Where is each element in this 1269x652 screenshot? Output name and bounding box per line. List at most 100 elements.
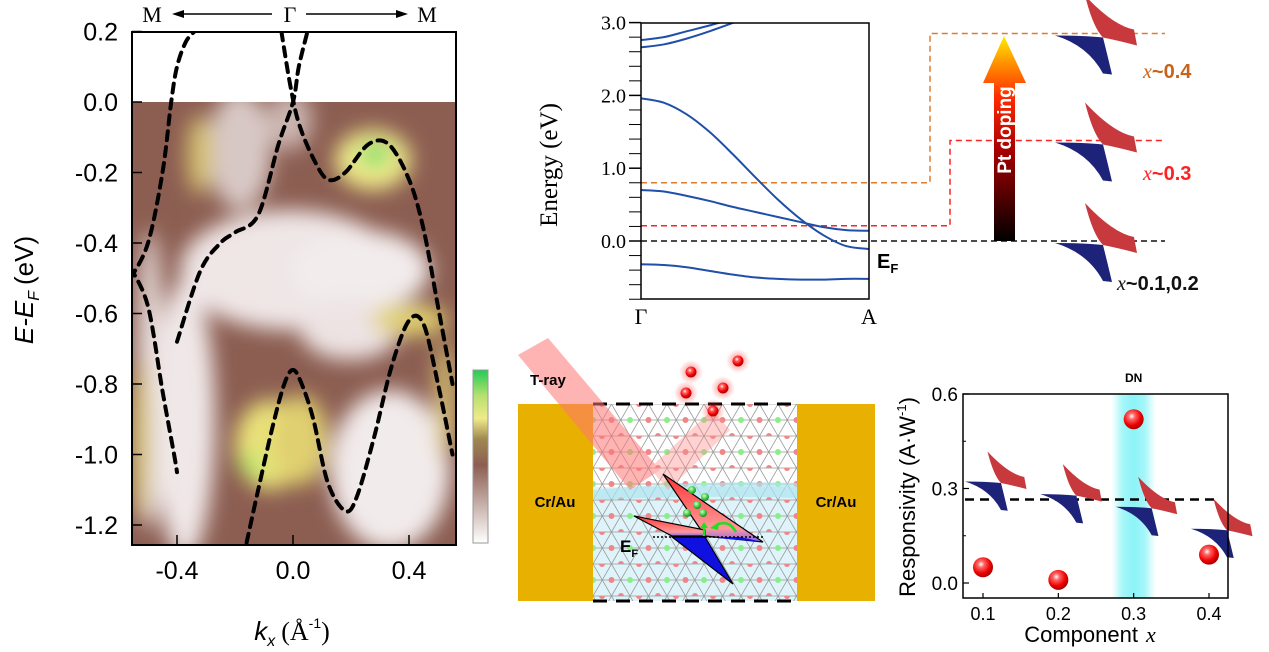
y-tick-label: -1.0 xyxy=(75,442,118,470)
data-point xyxy=(973,557,993,578)
fermi-level-label: EF xyxy=(877,251,898,276)
x-tick-label: 0.4 xyxy=(1196,604,1221,624)
resp-y-label: Responsivity (A·W-1) xyxy=(894,397,920,597)
right-contact xyxy=(797,404,875,601)
composition-label: x~0.1,0.2 xyxy=(1116,273,1199,295)
device-fermi-label: EF xyxy=(620,537,638,560)
x-tick-label: 0.0 xyxy=(276,557,311,585)
cone-lower-blue xyxy=(1115,506,1159,536)
composition-labels: x~0.4 x~0.3 x~0.1,0.2 xyxy=(1116,61,1199,295)
cone-lower-blue xyxy=(1055,243,1112,282)
colorbar xyxy=(472,369,489,544)
x-tick-label: 0.1 xyxy=(970,604,995,624)
label-gamma: Γ xyxy=(284,2,297,27)
resp-y-ticks: 0.0 0.3 0.6 xyxy=(932,385,969,595)
cone-lower-blue xyxy=(1191,528,1234,559)
cone-upper-red xyxy=(1213,498,1253,537)
y-tick-label: 0.0 xyxy=(601,231,626,253)
y-tick-label: -0.2 xyxy=(75,160,118,188)
doping-levels xyxy=(641,32,1165,242)
responsivity-panel: DN 0.0 0.3 0.6 0.1 0.2 0.3 0.4 Component x Res… xyxy=(894,371,1253,647)
cone-upper-red xyxy=(1086,0,1137,46)
x-tick-label: -0.4 xyxy=(155,557,198,585)
arpes-x-label: kx (Å-1) xyxy=(254,615,330,650)
electron xyxy=(717,382,729,394)
x-0.3-level xyxy=(641,139,1165,227)
cone-upper-red xyxy=(987,451,1027,490)
right-contact-label: Cr/Au xyxy=(816,494,857,511)
band-band-d xyxy=(641,189,869,232)
resp-cone-2 xyxy=(1115,476,1178,536)
data-point xyxy=(1048,569,1069,590)
composition-label: x~0.4 xyxy=(1142,61,1192,83)
y-tick-label: -1.2 xyxy=(75,512,118,540)
dashed-band-band-5 xyxy=(244,313,455,545)
responsivity-cone-icons xyxy=(965,451,1253,559)
electron xyxy=(732,355,744,367)
electron xyxy=(685,366,697,378)
y-tick-label: 1.0 xyxy=(601,158,626,180)
hole xyxy=(699,509,707,517)
y-tick-label: 0.0 xyxy=(83,89,118,117)
dashed-band-band-4 xyxy=(279,32,455,386)
dashed-band-band-3 xyxy=(175,32,310,344)
dirac-cone-icons xyxy=(1055,0,1137,282)
y-tick-label: 2.0 xyxy=(601,85,626,107)
cone-upper-red xyxy=(1062,464,1102,502)
cone-lower-blue xyxy=(1055,142,1112,182)
label-m-right: M xyxy=(417,2,437,27)
resp-cone-1 xyxy=(1040,464,1102,524)
band-band-e xyxy=(641,263,869,281)
responsivity-frame xyxy=(962,393,1229,599)
arpes-intensity-map xyxy=(132,32,456,545)
tick-a: A xyxy=(861,304,877,329)
electron xyxy=(707,405,719,417)
arpes-y-label: E-EF(eV) xyxy=(9,236,43,344)
x-tick-label: 0.3 xyxy=(1121,604,1146,624)
tick-gamma: Γ xyxy=(635,304,648,329)
band-band-c xyxy=(641,97,869,251)
dashed-band-band-2 xyxy=(132,266,179,475)
band-frame xyxy=(640,22,870,300)
arpes-dashed-bands xyxy=(132,32,455,545)
cone-upper-red xyxy=(1085,102,1137,153)
band-band-b xyxy=(641,23,736,49)
left-contact-label: Cr/Au xyxy=(535,494,576,511)
band-band-a xyxy=(641,23,722,42)
data-point xyxy=(1123,409,1144,430)
cone-upper-red xyxy=(1138,476,1178,515)
y-tick-label: 0.0 xyxy=(932,574,958,595)
y-tick-label: 0.3 xyxy=(932,480,958,501)
arpes-panel: 0.20.0-0.2-0.4-0.6-0.8-1.0-1.2 -0.4 0.0 0.… xyxy=(9,2,489,650)
label-m-left: M xyxy=(142,2,162,27)
responsivity-points xyxy=(973,409,1219,590)
y-tick-label: -0.4 xyxy=(75,230,118,258)
x-0.4-level xyxy=(641,32,1165,184)
cone-level-1 xyxy=(1055,102,1137,182)
arrow-right xyxy=(306,10,408,18)
arpes-y-ticks: 0.2 0.0 -0.2 -0.4 -0.6 -0.8 -1.0 -1.2 xyxy=(75,19,142,540)
cone-lower-blue xyxy=(1040,494,1084,524)
cone-level-0 xyxy=(1055,0,1137,75)
hole xyxy=(693,501,701,509)
cone-lower-blue xyxy=(965,481,1008,511)
band-structure-panel: 0.0 1.0 2.0 3.0 Γ A Energy (eV) EF Pt dopin… xyxy=(536,0,1199,329)
y-tick-label: -0.8 xyxy=(75,371,118,399)
hole xyxy=(683,509,691,517)
arrow-left xyxy=(172,10,272,18)
composition-label: x~0.3 xyxy=(1142,163,1191,185)
cone-level-2 xyxy=(1055,203,1137,282)
x-tick-label: 0.4 xyxy=(392,557,427,585)
pt-doping-arrow: Pt doping xyxy=(983,36,1026,241)
cone-lower-blue xyxy=(1055,35,1112,75)
band-y-ticks: 0.0 1.0 2.0 3.0 xyxy=(601,13,641,300)
y-tick-label: 0.2 xyxy=(83,19,118,47)
y-tick-label: 3.0 xyxy=(601,13,626,35)
left-contact xyxy=(518,404,593,601)
y-tick-label: -0.6 xyxy=(75,301,118,329)
dashed-band-band-1 xyxy=(132,32,197,280)
t-ray-label: T-ray xyxy=(530,372,567,389)
hole xyxy=(701,493,709,501)
dn-label: DN xyxy=(1125,371,1142,385)
